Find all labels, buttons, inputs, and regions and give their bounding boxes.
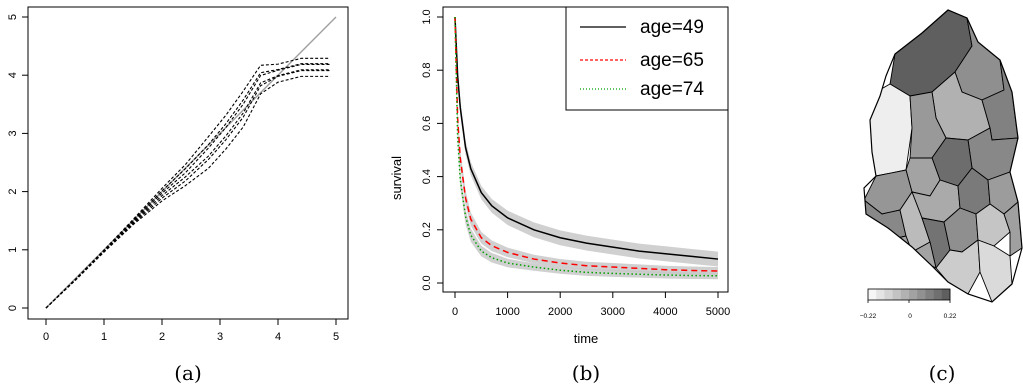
x-tick-label: 2 [159, 331, 165, 343]
colorbar-swatch [933, 289, 943, 300]
x-tick-label: 1000 [495, 306, 519, 318]
survival-curve [454, 16, 719, 272]
y-tick-label: 1.0 [421, 9, 433, 24]
confidence-band [455, 17, 718, 280]
y-tick-label: 0.4 [421, 169, 433, 184]
y-tick-label: 0 [7, 305, 19, 311]
colorbar-swatch [909, 289, 918, 300]
plot-b-xlabel: time [574, 331, 599, 346]
colorbar-swatch [876, 289, 885, 300]
bootstrap-line [45, 69, 331, 309]
colorbar [867, 288, 951, 303]
y-tick-label: 3 [7, 130, 19, 136]
survival-curve [454, 16, 719, 277]
plot-a-x-axis: 0 1 2 3 4 5 [43, 319, 339, 343]
plot-a-y-axis: 0 1 2 3 4 5 [7, 14, 28, 311]
plot-a-lines [45, 16, 337, 309]
legend-box [565, 6, 729, 111]
y-tick-label: 0.6 [421, 116, 433, 131]
map-region [1003, 201, 1022, 257]
colorbar-swatch [892, 289, 902, 300]
x-tick-label: 3000 [601, 306, 625, 318]
colorbar-mid-label: 0 [908, 313, 912, 320]
colorbar-swatch [925, 289, 934, 300]
colorbar-min-label: −0.22 [860, 313, 877, 320]
map-region [864, 83, 913, 177]
y-tick-label: 5 [7, 14, 19, 20]
colorbar-swatch [941, 289, 951, 300]
x-tick-label: 4000 [653, 306, 677, 318]
panel-c: −0.22 0 0.22 (c) [860, 9, 1023, 385]
colorbar-max-label: 0.22 [944, 313, 957, 320]
plot-b-x-axis: 0 1000 2000 3000 4000 5000 [452, 292, 730, 318]
plot-b-ylabel: survival [389, 156, 404, 200]
plot-b-lines [454, 16, 719, 277]
x-tick-label: 3 [217, 331, 223, 343]
map-region [977, 239, 1013, 302]
legend-label-age65: age=65 [640, 50, 704, 71]
x-tick-label: 1 [101, 331, 107, 343]
x-tick-label: 0 [452, 306, 458, 318]
bootstrap-line [45, 57, 331, 309]
choropleth-map [864, 10, 1022, 302]
colorbar-swatch [917, 289, 926, 300]
x-tick-label: 5000 [706, 306, 730, 318]
panel-a: 0 1 2 3 4 5 0 1 2 3 4 5 (a) [7, 6, 349, 385]
y-tick-label: 0.8 [421, 63, 433, 78]
y-tick-label: 4 [7, 72, 19, 78]
x-tick-label: 4 [275, 331, 281, 343]
y-tick-label: 2 [7, 189, 19, 195]
map-outline [863, 9, 1023, 303]
x-tick-label: 5 [333, 331, 339, 343]
plot-a-frame [27, 6, 349, 320]
legend-label-age74: age=74 [640, 79, 704, 100]
caption-b: (b) [572, 361, 600, 385]
colorbar-swatch [900, 289, 910, 300]
caption-a: (a) [174, 361, 202, 385]
colorbar-swatch [884, 289, 893, 300]
y-tick-label: 1 [7, 247, 19, 253]
survival-curve [454, 16, 719, 260]
bootstrap-line [45, 63, 331, 309]
x-tick-label: 2000 [548, 306, 572, 318]
colorbar-swatch [868, 289, 877, 300]
y-tick-label: 0.0 [421, 275, 433, 290]
plot-b-legend: age=49 age=65 age=74 [565, 6, 729, 111]
caption-c: (c) [929, 361, 956, 385]
panel-b: 0 1000 2000 3000 4000 5000 0.0 0.2 0.4 0.6 0.8 1.0… [389, 6, 730, 385]
plot-b-y-axis: 0.0 0.2 0.4 0.6 0.8 1.0 [421, 9, 443, 291]
bootstrap-line [45, 69, 331, 309]
x-tick-label: 0 [43, 331, 49, 343]
bootstrap-line [45, 75, 331, 309]
bootstrap-line [45, 63, 331, 309]
legend-label-age49: age=49 [640, 17, 704, 38]
y-tick-label: 0.2 [421, 222, 433, 237]
plot-b-confidence-bands [455, 17, 718, 280]
